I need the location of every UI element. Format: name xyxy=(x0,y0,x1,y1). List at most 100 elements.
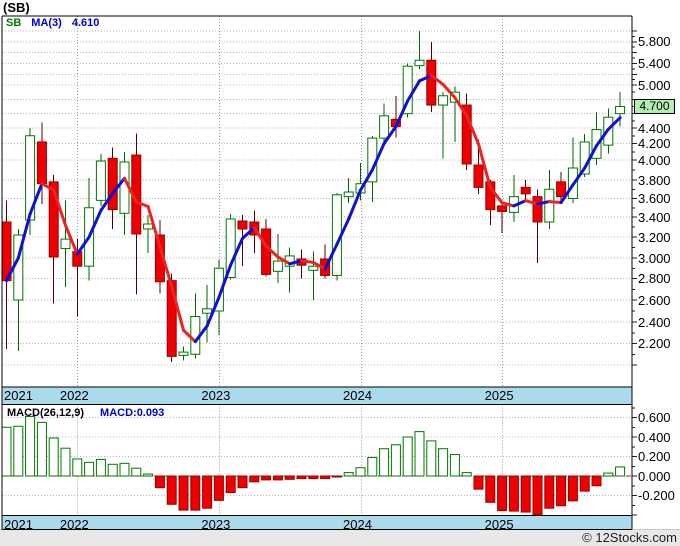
macd-bar-positive xyxy=(48,437,59,477)
macd-bar-negative xyxy=(249,475,260,483)
ma-segment xyxy=(382,125,398,145)
macd-bar-positive xyxy=(36,421,47,477)
macd-params-label: MACD(26,12,9) xyxy=(7,407,85,419)
macd-bar-positive xyxy=(379,448,390,477)
candle-body-down xyxy=(473,164,484,188)
page-title: (SB) xyxy=(3,0,30,15)
ma-segment xyxy=(193,324,209,344)
macd-bar-negative xyxy=(591,475,602,487)
ma-segment xyxy=(512,199,528,208)
ma-segment xyxy=(134,200,150,209)
ma-segment xyxy=(205,295,221,328)
macd-axis-label: 0.600 xyxy=(638,410,671,425)
main-chart-legend: SB MA(3) 4.610 xyxy=(6,17,109,29)
macd-bar-negative xyxy=(473,475,484,490)
candle-body-up xyxy=(438,95,449,106)
price-axis-label: 3.200 xyxy=(638,229,671,245)
ma-segment xyxy=(606,116,622,131)
candle-body-up xyxy=(95,160,106,201)
candle-body-down xyxy=(461,104,472,165)
macd-value-label: MACD:0.093 xyxy=(100,407,165,419)
macd-bar-positive xyxy=(343,472,354,477)
ma-segment xyxy=(75,235,91,256)
year-label-upper: 2023 xyxy=(201,388,231,403)
ma-segment xyxy=(465,114,480,146)
ma-segment xyxy=(170,284,185,332)
price-axis-label: 5.800 xyxy=(638,34,671,50)
macd-bar-negative xyxy=(320,475,331,480)
macd-bar-negative xyxy=(544,475,555,509)
candle-body-down xyxy=(426,59,437,106)
legend-ma-label: MA(3) xyxy=(31,17,62,29)
ma-segment xyxy=(323,242,339,271)
ma-segment xyxy=(559,183,575,205)
candle-body-up xyxy=(225,218,236,278)
ma-segment xyxy=(40,182,56,192)
legend-ma-value: 4.610 xyxy=(71,17,100,29)
price-axis-label: 5.400 xyxy=(638,56,671,71)
year-label-upper: 2025 xyxy=(484,388,514,403)
candle-body-up xyxy=(544,188,555,223)
ma-segment xyxy=(276,255,292,266)
macd-bar-negative xyxy=(154,475,165,489)
candle-body-down xyxy=(261,228,272,275)
ma-segment xyxy=(359,168,374,192)
macd-bar-negative xyxy=(567,475,578,502)
candle-body-down xyxy=(48,181,59,258)
price-axis-label: 5.000 xyxy=(638,77,671,93)
candle-body-up xyxy=(414,59,425,67)
candle-body-down xyxy=(497,205,508,212)
price-axis-label: 3.600 xyxy=(638,191,671,206)
ma-segment xyxy=(311,260,327,271)
current-price-badge: 4.700 xyxy=(634,98,675,114)
ma-segment xyxy=(252,226,268,248)
price-axis-label: 3.000 xyxy=(638,250,671,266)
ma-segment xyxy=(5,256,20,283)
borders-layer xyxy=(0,15,680,530)
macd-bar-positive xyxy=(390,444,401,477)
ma-segment xyxy=(488,185,504,205)
ma-segment xyxy=(394,99,410,129)
candle-body-down xyxy=(36,141,47,185)
year-label-lower: 2025 xyxy=(484,516,514,532)
candle-body-down xyxy=(556,181,567,198)
price-axis-label: 4.000 xyxy=(638,152,671,168)
macd-bar-positive xyxy=(107,463,118,477)
ma-segment xyxy=(524,199,539,206)
ma-segment xyxy=(335,217,351,246)
price-axis-label: 2.600 xyxy=(638,292,671,308)
candle-body-up xyxy=(308,265,319,271)
year-label-lower: 2022 xyxy=(59,516,89,532)
year-label-lower: 2024 xyxy=(343,516,372,532)
macd-histogram-layer xyxy=(1,416,626,516)
macd-bar-positive xyxy=(25,416,36,477)
ma-segment xyxy=(111,176,126,195)
ma-segment xyxy=(158,244,174,288)
price-axis-label: 4.400 xyxy=(638,120,671,136)
ma-segment xyxy=(16,212,32,260)
ma-segment xyxy=(370,142,386,172)
macd-axis-label: 0.400 xyxy=(638,429,671,445)
macd-bar-positive xyxy=(414,431,425,477)
candle-body-up xyxy=(178,351,189,356)
ma-segment xyxy=(182,328,197,344)
watermark-link[interactable]: © 12Stocks.com xyxy=(582,530,677,545)
macd-bar-positive xyxy=(426,440,437,477)
macd-bar-negative xyxy=(190,475,201,511)
macd-bar-positive xyxy=(402,436,413,477)
ma-segment xyxy=(347,188,362,221)
macd-bar-negative xyxy=(520,475,531,513)
candle-body-up xyxy=(25,135,36,221)
ma-segment xyxy=(571,166,587,187)
candle-body-up xyxy=(202,308,213,314)
ma-segment xyxy=(28,182,44,216)
macd-bar-positive xyxy=(438,448,449,477)
macd-bar-positive xyxy=(449,454,460,477)
candle-body-down xyxy=(237,220,248,230)
candle-body-up xyxy=(213,267,224,312)
ma-segment xyxy=(87,209,103,239)
ma-segment xyxy=(441,82,457,100)
macd-bar-negative xyxy=(272,475,283,481)
candle-body-up xyxy=(615,106,626,115)
gridlines-layer xyxy=(2,16,632,516)
